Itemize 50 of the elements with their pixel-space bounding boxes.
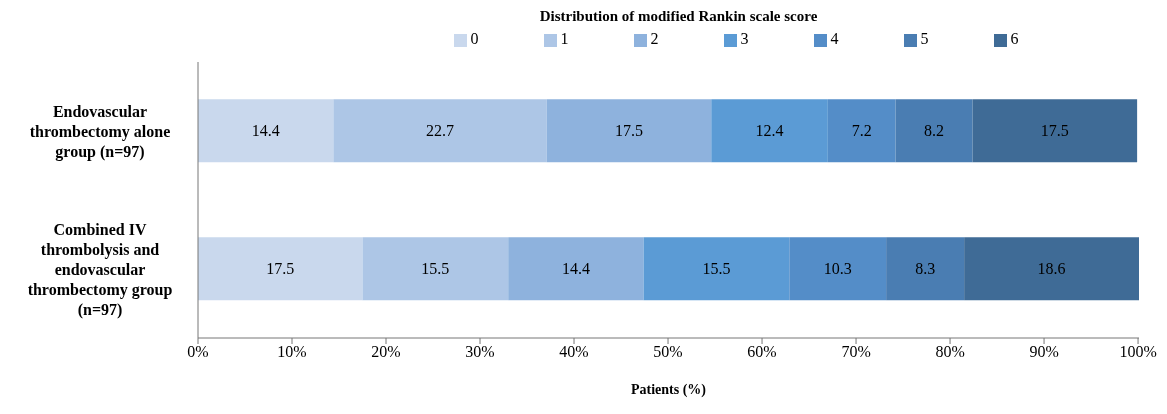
x-tick-label: 20% — [371, 343, 401, 361]
x-tick-label: 60% — [747, 343, 777, 361]
y-tick-label: Endovascular thrombectomy alone group (n=97) — [29, 102, 171, 161]
data-label: 14.4 — [561, 260, 590, 278]
x-tick-label: 30% — [465, 343, 495, 361]
bar — [789, 237, 887, 301]
chart-title: Distribution of modified Rankin scale score — [538, 8, 819, 26]
x-tick-label: 90% — [1029, 343, 1059, 361]
bar — [643, 237, 790, 301]
x-tick-label: 80% — [935, 343, 965, 361]
bar — [964, 237, 1139, 301]
data-label: 8.2 — [924, 122, 945, 140]
bar — [198, 99, 334, 163]
bar — [546, 99, 712, 163]
bar — [362, 237, 509, 301]
legend-label: 0 — [470, 30, 479, 47]
x-axis-title: Patients (%) — [630, 381, 707, 398]
x-tick-label: 70% — [841, 343, 871, 361]
data-label: 8.3 — [915, 260, 936, 278]
legend-label: 3 — [740, 30, 749, 47]
x-tick-label: 40% — [559, 343, 589, 361]
legend-label: 4 — [830, 30, 839, 47]
bar — [827, 99, 896, 163]
bar — [508, 237, 644, 301]
x-tick-label: 0% — [187, 343, 209, 361]
data-label: 14.4 — [251, 122, 280, 140]
data-label: 17.5 — [1040, 122, 1069, 140]
data-label: 17.5 — [266, 260, 295, 278]
data-label: 22.7 — [426, 122, 455, 140]
y-tick-label: Combined IV thrombolysis and endovascular thrombectomy group (n=97) — [27, 220, 173, 319]
bar — [886, 237, 965, 301]
x-tick-label: 50% — [653, 343, 683, 361]
bar — [972, 99, 1138, 163]
data-label: 12.4 — [755, 122, 784, 140]
bar — [711, 99, 828, 163]
data-label: 15.5 — [421, 260, 450, 278]
data-label: 17.5 — [615, 122, 644, 140]
legend-label: 6 — [1010, 30, 1019, 47]
x-tick-label: 10% — [277, 343, 307, 361]
bar — [198, 237, 363, 301]
bar — [895, 99, 973, 163]
bar — [333, 99, 547, 163]
data-label: 15.5 — [702, 260, 731, 278]
legend-label: 1 — [560, 30, 569, 47]
legend-label: 2 — [650, 30, 659, 47]
data-label: 18.6 — [1037, 260, 1066, 278]
x-tick-label: 100% — [1119, 343, 1157, 361]
legend-label: 5 — [920, 30, 929, 47]
data-label: 10.3 — [823, 260, 852, 278]
data-label: 7.2 — [851, 122, 872, 140]
